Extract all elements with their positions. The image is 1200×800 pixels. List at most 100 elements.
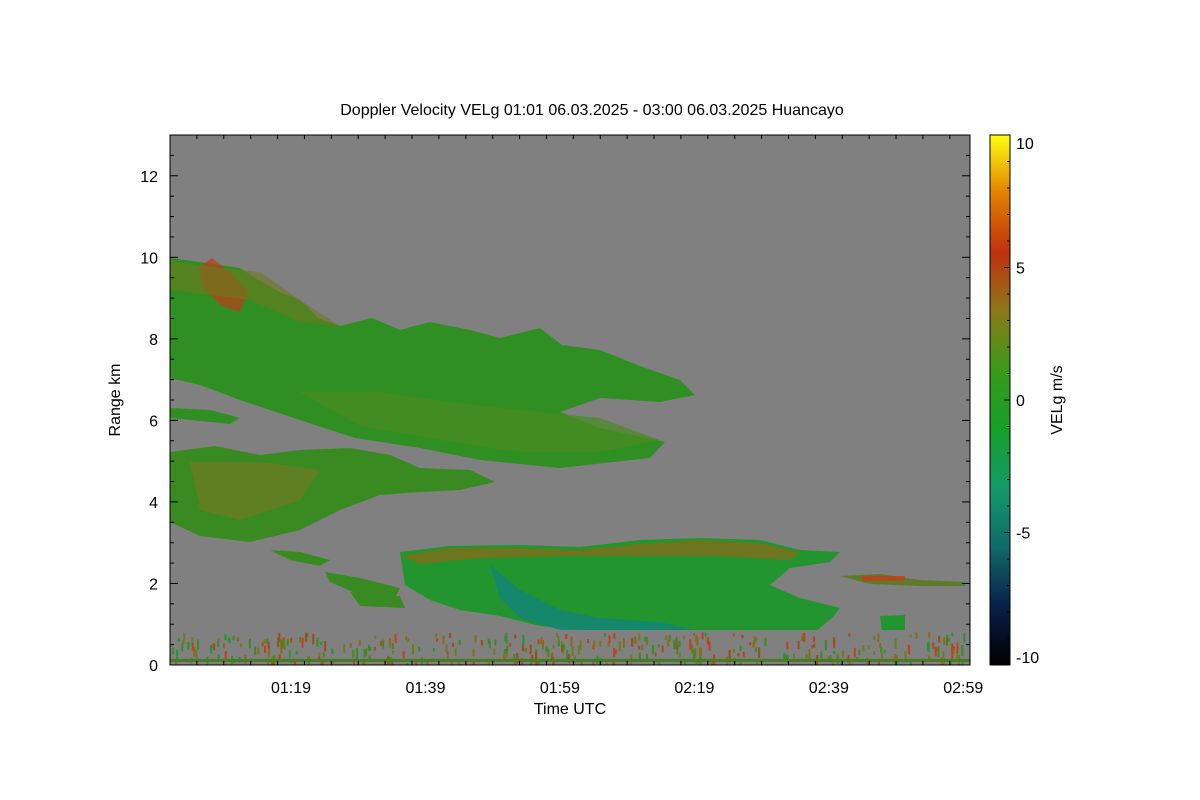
- clutter-speck: [755, 647, 757, 653]
- clutter-speck: [349, 643, 352, 648]
- clutter-speck: [301, 637, 304, 648]
- clutter-baseline: [170, 658, 970, 662]
- clutter-speck: [321, 660, 324, 665]
- clutter-speck: [935, 648, 938, 652]
- clutter-speck: [191, 642, 194, 651]
- clutter-speck: [374, 635, 377, 639]
- clutter-speck: [810, 645, 813, 649]
- clutter-speck: [654, 652, 657, 657]
- clutter-speck: [695, 634, 698, 642]
- clutter-speck: [445, 644, 448, 652]
- clutter-speck: [316, 637, 319, 647]
- clutter-speck: [237, 636, 239, 641]
- clutter-speck: [363, 649, 366, 658]
- clutter-speck: [367, 645, 370, 651]
- clutter-speck: [531, 655, 534, 661]
- patch-near-2-55: [880, 615, 905, 632]
- clutter-speck: [684, 661, 687, 665]
- clutter-speck: [557, 635, 560, 643]
- clutter-speck: [877, 661, 880, 665]
- clutter-speck: [547, 648, 550, 658]
- clutter-speck: [442, 635, 445, 645]
- clutter-speck: [257, 647, 260, 654]
- clutter-speck: [514, 634, 517, 639]
- clutter-speck: [278, 654, 281, 663]
- clutter-speck: [356, 648, 358, 659]
- clutter-speck: [608, 635, 611, 644]
- clutter-speck: [288, 650, 291, 658]
- clutter-speck: [638, 633, 641, 641]
- clutter-speck: [358, 639, 361, 646]
- clutter-speck: [752, 641, 755, 648]
- clutter-speck: [488, 640, 491, 649]
- clutter-speck: [529, 644, 532, 655]
- colorbar-tick-label: -10: [1016, 650, 1039, 667]
- clutter-speck: [481, 640, 483, 646]
- clutter-speck: [506, 646, 509, 653]
- clutter-speck: [824, 639, 827, 651]
- clutter-speck: [667, 640, 670, 647]
- clutter-speck: [280, 639, 283, 646]
- echo-layers: [170, 258, 970, 665]
- clutter-speck: [277, 637, 280, 648]
- lower-strand-2: [325, 572, 400, 598]
- clutter-speck: [306, 633, 309, 638]
- clutter-speck: [193, 647, 196, 657]
- clutter-speck: [318, 652, 321, 658]
- clutter-speck: [268, 646, 271, 657]
- x-tick-label: 01:19: [271, 680, 311, 697]
- y-tick-label: 4: [149, 495, 158, 512]
- clutter-speck: [267, 641, 270, 649]
- clutter-speck: [934, 647, 937, 657]
- clutter-speck: [883, 649, 886, 654]
- colorbar-tick-label: 0: [1016, 393, 1025, 410]
- clutter-speck: [945, 642, 948, 646]
- x-tick-label: 02:19: [674, 680, 714, 697]
- clutter-speck: [516, 652, 519, 664]
- clutter-speck: [692, 632, 695, 636]
- clutter-speck: [295, 650, 298, 655]
- clutter-speck: [895, 655, 898, 660]
- x-axis-label: Time UTC: [534, 701, 606, 718]
- clutter-speck: [261, 642, 264, 647]
- clutter-speck: [172, 647, 175, 654]
- clutter-speck: [938, 635, 941, 643]
- clutter-speck: [742, 651, 745, 657]
- clutter-speck: [224, 651, 227, 661]
- clutter-speck: [633, 636, 636, 643]
- clutter-speck: [212, 643, 215, 649]
- clutter-speck: [176, 650, 179, 660]
- clutter-speck: [369, 647, 372, 651]
- clutter-speck: [394, 633, 397, 643]
- clutter-speck: [689, 639, 692, 651]
- clutter-speck: [694, 647, 697, 658]
- clutter-speck: [503, 649, 506, 654]
- clutter-speck: [508, 643, 511, 647]
- clutter-speck: [937, 646, 940, 657]
- clutter-speck: [706, 637, 709, 645]
- clutter-speck: [530, 658, 533, 665]
- clutter-speck: [579, 640, 582, 651]
- clutter-speck: [278, 632, 281, 642]
- clutter-speck: [949, 662, 952, 665]
- clutter-speck: [893, 653, 896, 664]
- clutter-speck: [545, 645, 548, 652]
- clutter-speck: [474, 635, 477, 643]
- clutter-speck: [951, 643, 954, 653]
- clutter-speck: [614, 649, 617, 654]
- thin-strand: [170, 408, 240, 424]
- clutter-speck: [956, 652, 959, 661]
- clutter-speck: [391, 660, 394, 665]
- x-tick-label: 01:39: [405, 680, 445, 697]
- clutter-speck: [909, 634, 912, 638]
- clutter-speck: [449, 632, 452, 638]
- clutter-speck: [540, 637, 543, 645]
- clutter-speck: [571, 646, 574, 657]
- clutter-speck: [829, 655, 832, 663]
- lower-layer-red-spot: [862, 576, 905, 581]
- clutter-speck: [599, 640, 602, 647]
- clutter-speck: [613, 648, 616, 658]
- clutter-speck: [224, 634, 227, 641]
- clutter-speck: [282, 637, 285, 642]
- clutter-speck: [352, 649, 355, 658]
